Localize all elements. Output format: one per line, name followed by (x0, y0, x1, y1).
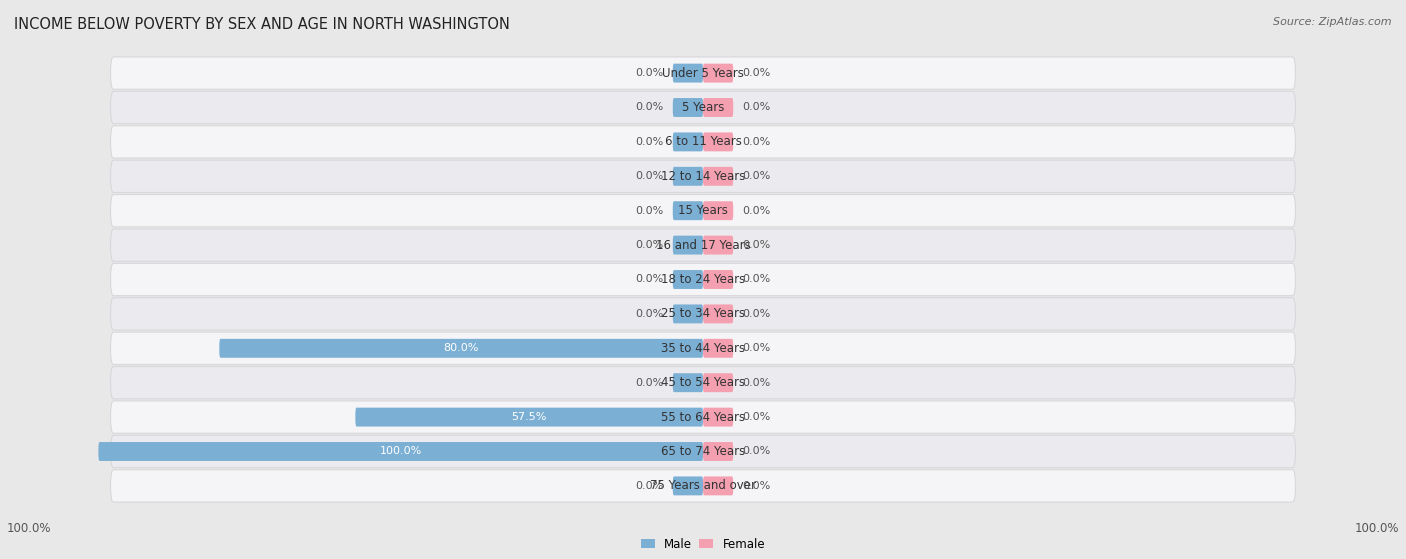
Text: 0.0%: 0.0% (742, 68, 770, 78)
Text: INCOME BELOW POVERTY BY SEX AND AGE IN NORTH WASHINGTON: INCOME BELOW POVERTY BY SEX AND AGE IN N… (14, 17, 510, 32)
Text: 55 to 64 Years: 55 to 64 Years (661, 411, 745, 424)
FancyBboxPatch shape (672, 98, 703, 117)
Text: 0.0%: 0.0% (742, 412, 770, 422)
Text: 0.0%: 0.0% (742, 343, 770, 353)
FancyBboxPatch shape (703, 167, 734, 186)
Text: 0.0%: 0.0% (636, 481, 664, 491)
Text: 0.0%: 0.0% (636, 309, 664, 319)
FancyBboxPatch shape (111, 401, 1295, 433)
FancyBboxPatch shape (111, 435, 1295, 468)
FancyBboxPatch shape (672, 64, 703, 83)
FancyBboxPatch shape (703, 98, 734, 117)
FancyBboxPatch shape (111, 470, 1295, 502)
Text: 100.0%: 100.0% (380, 447, 422, 457)
FancyBboxPatch shape (111, 91, 1295, 124)
Text: 16 and 17 Years: 16 and 17 Years (655, 239, 751, 252)
FancyBboxPatch shape (703, 442, 734, 461)
FancyBboxPatch shape (703, 201, 734, 220)
Text: 0.0%: 0.0% (636, 68, 664, 78)
FancyBboxPatch shape (111, 126, 1295, 158)
FancyBboxPatch shape (703, 408, 734, 427)
FancyBboxPatch shape (356, 408, 703, 427)
Text: 0.0%: 0.0% (636, 378, 664, 388)
FancyBboxPatch shape (111, 160, 1295, 192)
FancyBboxPatch shape (672, 476, 703, 495)
Text: 0.0%: 0.0% (742, 171, 770, 181)
FancyBboxPatch shape (111, 367, 1295, 399)
FancyBboxPatch shape (111, 332, 1295, 364)
Text: 80.0%: 80.0% (443, 343, 479, 353)
Text: 0.0%: 0.0% (636, 137, 664, 147)
FancyBboxPatch shape (98, 442, 703, 461)
Text: 0.0%: 0.0% (742, 206, 770, 216)
FancyBboxPatch shape (703, 132, 734, 151)
Text: 45 to 54 Years: 45 to 54 Years (661, 376, 745, 389)
Legend: Male, Female: Male, Female (636, 533, 770, 555)
Text: 0.0%: 0.0% (742, 309, 770, 319)
FancyBboxPatch shape (111, 57, 1295, 89)
Text: 0.0%: 0.0% (742, 481, 770, 491)
Text: 0.0%: 0.0% (636, 206, 664, 216)
FancyBboxPatch shape (703, 305, 734, 323)
Text: 5 Years: 5 Years (682, 101, 724, 114)
Text: 35 to 44 Years: 35 to 44 Years (661, 342, 745, 355)
FancyBboxPatch shape (703, 270, 734, 289)
Text: Source: ZipAtlas.com: Source: ZipAtlas.com (1274, 17, 1392, 27)
Text: 25 to 34 Years: 25 to 34 Years (661, 307, 745, 320)
Text: 0.0%: 0.0% (742, 137, 770, 147)
Text: 0.0%: 0.0% (636, 240, 664, 250)
Text: 15 Years: 15 Years (678, 204, 728, 217)
Text: 65 to 74 Years: 65 to 74 Years (661, 445, 745, 458)
FancyBboxPatch shape (703, 64, 734, 83)
FancyBboxPatch shape (111, 263, 1295, 296)
FancyBboxPatch shape (219, 339, 703, 358)
Text: 18 to 24 Years: 18 to 24 Years (661, 273, 745, 286)
Text: Under 5 Years: Under 5 Years (662, 67, 744, 79)
Text: 0.0%: 0.0% (636, 102, 664, 112)
FancyBboxPatch shape (703, 476, 734, 495)
FancyBboxPatch shape (111, 298, 1295, 330)
FancyBboxPatch shape (703, 339, 734, 358)
Text: 0.0%: 0.0% (742, 240, 770, 250)
FancyBboxPatch shape (111, 195, 1295, 227)
FancyBboxPatch shape (672, 236, 703, 254)
Text: 0.0%: 0.0% (742, 274, 770, 285)
FancyBboxPatch shape (672, 373, 703, 392)
Text: 100.0%: 100.0% (7, 522, 52, 535)
Text: 0.0%: 0.0% (742, 447, 770, 457)
FancyBboxPatch shape (672, 167, 703, 186)
Text: 6 to 11 Years: 6 to 11 Years (665, 135, 741, 148)
Text: 75 Years and over: 75 Years and over (650, 480, 756, 492)
FancyBboxPatch shape (672, 305, 703, 323)
Text: 0.0%: 0.0% (636, 171, 664, 181)
FancyBboxPatch shape (703, 373, 734, 392)
FancyBboxPatch shape (672, 132, 703, 151)
FancyBboxPatch shape (672, 270, 703, 289)
FancyBboxPatch shape (672, 201, 703, 220)
Text: 100.0%: 100.0% (1354, 522, 1399, 535)
Text: 57.5%: 57.5% (512, 412, 547, 422)
Text: 12 to 14 Years: 12 to 14 Years (661, 170, 745, 183)
FancyBboxPatch shape (703, 236, 734, 254)
Text: 0.0%: 0.0% (636, 274, 664, 285)
FancyBboxPatch shape (111, 229, 1295, 261)
Text: 0.0%: 0.0% (742, 378, 770, 388)
Text: 0.0%: 0.0% (742, 102, 770, 112)
